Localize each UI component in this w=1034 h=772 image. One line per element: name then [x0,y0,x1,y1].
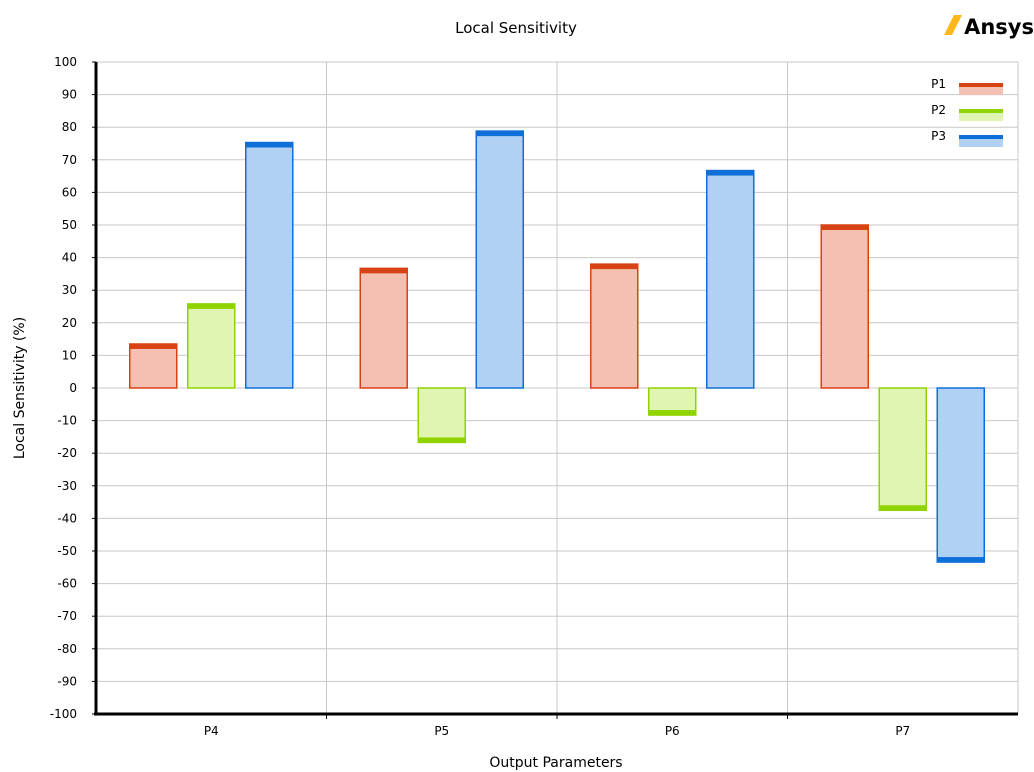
x-tick-label: P6 [665,724,680,738]
y-tick-label: 20 [62,316,77,330]
y-tick-label: 40 [62,251,77,265]
legend-label-P1: P1 [931,77,946,91]
y-tick-label: -90 [57,674,77,688]
y-tick-labels: -100-90-80-70-60-50-40-30-20-10010203040… [50,55,77,721]
bar-cap-P3-P4 [245,142,293,148]
y-tick-label: -30 [57,479,77,493]
legend-swatch-P2[interactable] [959,111,1003,121]
axes [92,61,1018,719]
bar-cap-P2-P5 [418,437,466,443]
legend-swatch-cap-P3 [959,135,1003,139]
y-tick-label: -50 [57,544,77,558]
y-tick-label: 60 [62,185,77,199]
bar-P2-P4[interactable] [187,303,236,389]
y-tick-label: 0 [69,381,77,395]
bar-P3-P4[interactable] [245,141,294,389]
bar-cap-P2-P6 [648,410,696,416]
bar-cap-P1-P4 [129,343,177,349]
legend: P1 P2 P3 [931,77,1003,147]
legend-swatch-cap-P1 [959,83,1003,87]
bar-cap-P3-P5 [476,131,524,137]
legend-label-P2: P2 [931,103,946,117]
bar-P3-P6[interactable] [706,169,755,389]
bar-P3-P7[interactable] [936,387,985,563]
legend-label-P3: P3 [931,129,946,143]
bar-cap-P2-P7 [879,505,927,511]
y-tick-label: 90 [62,88,77,102]
x-axis-label: Output Parameters [489,755,622,771]
y-tick-label: 100 [54,55,77,69]
y-tick-label: 80 [62,120,77,134]
bar-P2-P5[interactable] [417,387,466,444]
bar-cap-P3-P7 [937,557,985,563]
y-tick-label: 70 [62,153,77,167]
x-tick-label: P7 [895,724,910,738]
legend-swatch-cap-P2 [959,109,1003,113]
y-tick-label: 50 [62,218,77,232]
bar-cap-P2-P4 [187,303,235,309]
chart-title: Local Sensitivity [455,19,577,37]
bar-P1-P6[interactable] [590,263,639,389]
bar-P2-P7[interactable] [878,387,927,511]
bar-P1-P7[interactable] [820,224,869,389]
y-tick-label: -40 [57,511,77,525]
y-tick-label: -20 [57,446,77,460]
x-tick-label: P5 [434,724,449,738]
ansys-logo-text: Ansys [964,15,1034,39]
ansys-logo: Ansys [944,15,1034,39]
bar-cap-P1-P7 [821,225,869,230]
ansys-logo-slash [944,15,962,35]
y-axis-label: Local Sensitivity (%) [12,317,28,459]
y-tick-label: -10 [57,414,77,428]
bar-cap-P1-P5 [360,268,408,274]
bars [129,130,985,563]
legend-swatch-P3[interactable] [959,137,1003,147]
y-tick-label: 10 [62,348,77,362]
y-tick-label: -60 [57,577,77,591]
legend-swatch-P1[interactable] [959,85,1003,95]
bar-P3-P5[interactable] [475,130,524,389]
x-tick-label: P4 [204,724,219,738]
y-tick-label: -70 [57,609,77,623]
bar-cap-P3-P6 [706,170,754,176]
y-tick-label: -80 [57,642,77,656]
bar-cap-P1-P6 [590,264,638,270]
bar-P1-P4[interactable] [129,343,178,389]
x-tick-labels: P4 P5 P6 P7 [204,724,910,738]
y-tick-label: 30 [62,283,77,297]
y-tick-label: -100 [50,707,77,721]
bar-P1-P5[interactable] [359,267,408,389]
